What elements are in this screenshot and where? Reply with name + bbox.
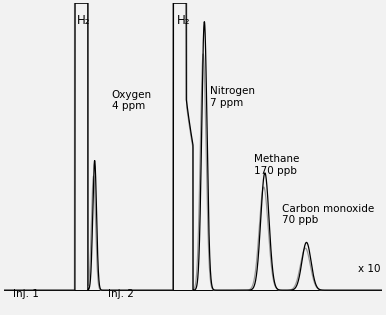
Text: Nitrogen
7 ppm: Nitrogen 7 ppm [210, 87, 255, 108]
Text: Inj. 2: Inj. 2 [108, 289, 134, 299]
Text: H₂: H₂ [76, 14, 90, 27]
Text: Inj. 1: Inj. 1 [13, 289, 39, 299]
Text: H₂: H₂ [177, 14, 190, 27]
Text: Oxygen
4 ppm: Oxygen 4 ppm [112, 89, 152, 111]
Text: Methane
170 ppb: Methane 170 ppb [254, 154, 299, 176]
Text: Carbon monoxide
70 ppb: Carbon monoxide 70 ppb [282, 204, 374, 226]
Text: x 10: x 10 [357, 264, 380, 274]
